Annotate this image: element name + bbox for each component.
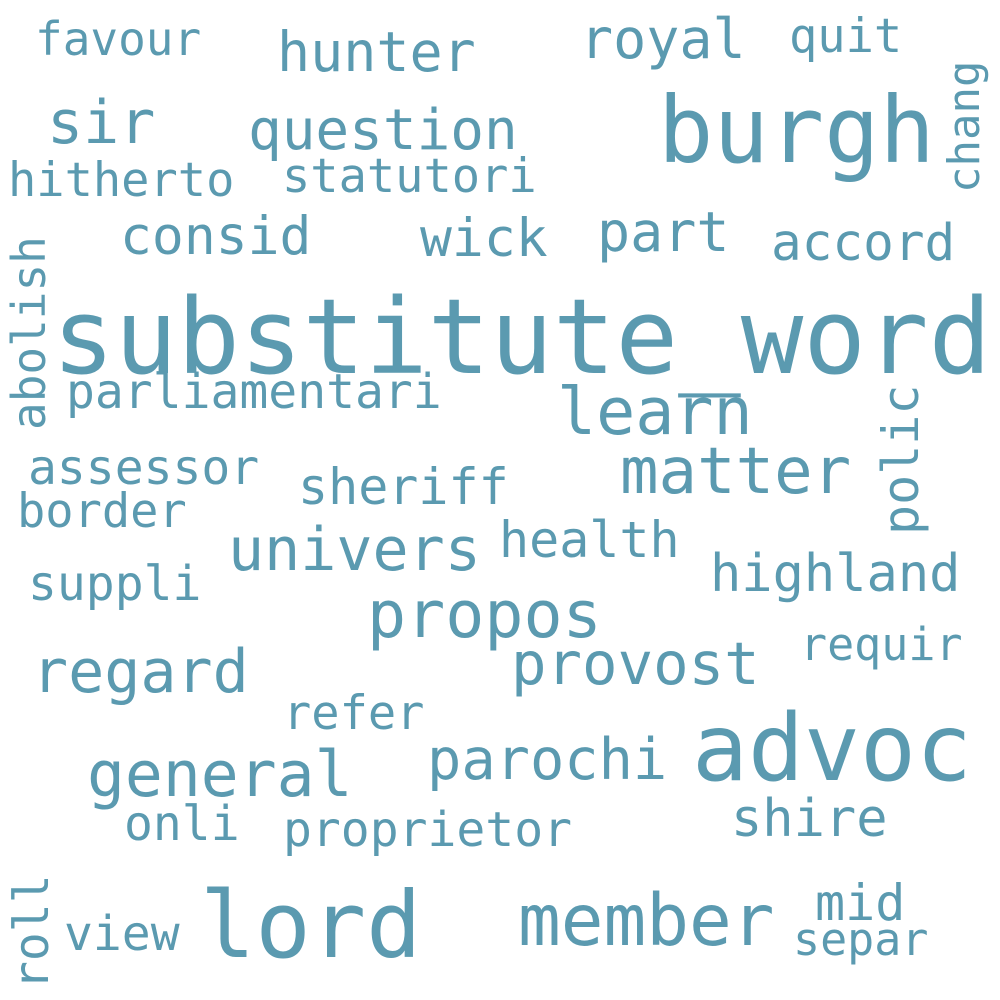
word-consid: consid	[120, 206, 312, 267]
word-burgh: burgh	[658, 77, 935, 184]
word-parliamentari: parliamentari	[66, 364, 442, 420]
word-statutori: statutori	[282, 149, 537, 204]
word-polic: polic	[872, 384, 930, 535]
word-advoc: advoc	[692, 694, 972, 802]
word-health: health	[499, 511, 680, 569]
word-mid: mid	[815, 874, 906, 932]
word-abolish: abolish	[2, 236, 56, 430]
word-view: view	[64, 906, 180, 962]
word-lord: lord	[200, 872, 422, 979]
word-accord: accord	[771, 214, 956, 273]
word-learn: learn	[557, 375, 753, 450]
word-royal: royal	[580, 7, 746, 71]
word-refer: refer	[283, 686, 425, 741]
word-parochi: parochi	[427, 727, 668, 793]
word-quit: quit	[789, 9, 903, 64]
word-roll: roll	[4, 874, 60, 990]
word-onli: onli	[124, 796, 240, 852]
word-substitute-word: substitute_word	[52, 276, 992, 398]
word-hitherto: hitherto	[8, 153, 235, 208]
word-sir: sir	[47, 88, 156, 158]
word-sheriff: sheriff	[298, 458, 509, 516]
word-part: part	[597, 200, 730, 264]
word-question: question	[248, 98, 518, 163]
word-separ: separ	[793, 913, 929, 966]
word-border: border	[17, 484, 187, 539]
word-member: member	[518, 879, 775, 962]
word-matter: matter	[620, 435, 852, 509]
word-wick: wick	[420, 208, 548, 269]
word-assessor: assessor	[28, 440, 260, 496]
word-univers: univers	[228, 515, 481, 585]
word-chang: chang	[939, 60, 990, 193]
word-proprietor: proprietor	[283, 802, 572, 858]
word-requir: requir	[800, 618, 963, 671]
word-hunter: hunter	[277, 20, 476, 84]
word-highland: highland	[710, 544, 961, 604]
word-general: general	[87, 738, 353, 811]
word-provost: provost	[511, 629, 760, 698]
word-shire: shire	[731, 789, 888, 849]
word-suppli: suppli	[28, 556, 202, 612]
word-propos: propos	[367, 578, 602, 653]
word-favour: favour	[35, 12, 202, 66]
word-regard: regard	[32, 637, 249, 707]
